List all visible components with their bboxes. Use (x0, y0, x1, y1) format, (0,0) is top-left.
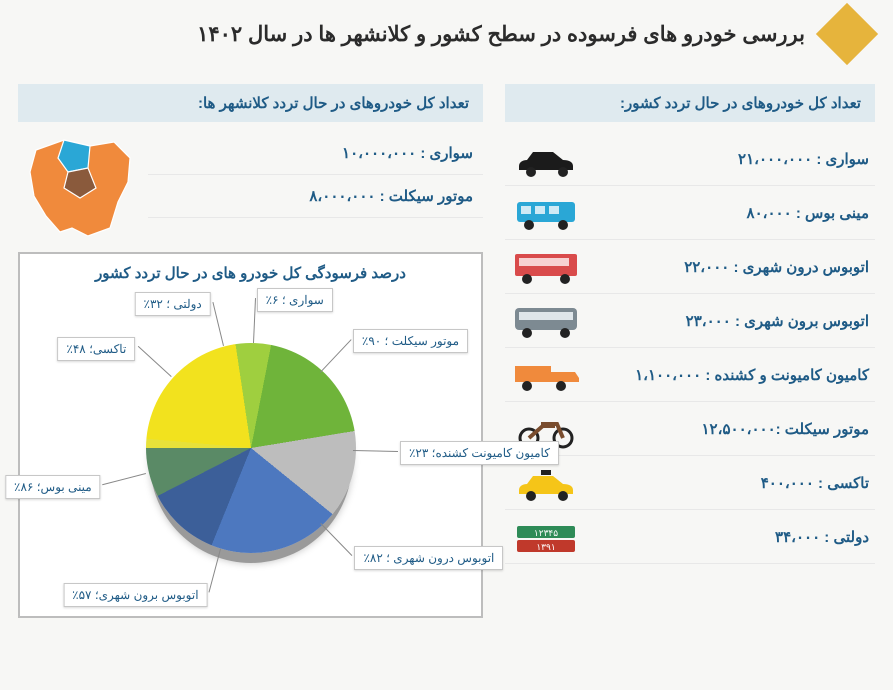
citybus-icon (511, 246, 581, 288)
title-diamond-icon (816, 3, 878, 65)
metro-column: تعداد کل خودروهای در حال تردد کلانشهر ها… (18, 84, 483, 618)
country-row: کامیون کامیونت و کشنده : ۱،۱۰۰،۰۰۰ (505, 348, 875, 402)
country-row-label: دولتی : ۳۴،۰۰۰ (593, 528, 869, 546)
svg-text:۱۳۹۱: ۱۳۹۱ (536, 542, 555, 552)
country-row-label: موتور سیکلت :۱۲،۵۰۰،۰۰۰ (593, 420, 869, 438)
pie-leader (213, 302, 225, 346)
metro-header: تعداد کل خودروهای در حال تردد کلانشهر ها… (18, 84, 483, 122)
coach-icon (511, 300, 581, 342)
page-title-bar: بررسی خودرو های فرسوده در سطح کشور و کلا… (18, 12, 875, 56)
pie-disc (146, 343, 356, 553)
country-row: دولتی : ۳۴،۰۰۰ ۱۲۳۴۵ ۱۳۹۱ (505, 510, 875, 564)
main-layout: تعداد کل خودروهای در حال تردد کشور: سوار… (18, 84, 875, 618)
metro-row: موتور سیکلت : ۸،۰۰۰،۰۰۰ (148, 175, 483, 218)
truck-icon (511, 354, 581, 396)
pie-leader (209, 549, 222, 593)
pie-leader (137, 346, 171, 377)
taxi-icon (511, 462, 581, 504)
page-title: بررسی خودرو های فرسوده در سطح کشور و کلا… (197, 22, 805, 47)
pie-leader (320, 339, 352, 372)
pie-leader (320, 523, 352, 556)
pie-chart: سواری ؛ ۶٪موتور سیکلت ؛ ۹۰٪کامیون کامیون… (28, 288, 473, 608)
svg-text:۱۲۳۴۵: ۱۲۳۴۵ (534, 528, 558, 538)
country-row: موتور سیکلت :۱۲،۵۰۰،۰۰۰ (505, 402, 875, 456)
metro-row: سواری : ۱۰،۰۰۰،۰۰۰ (148, 132, 483, 175)
pie-callout: موتور سیکلت ؛ ۹۰٪ (353, 329, 468, 353)
metro-list: سواری : ۱۰،۰۰۰،۰۰۰موتور سیکلت : ۸،۰۰۰،۰۰… (148, 132, 483, 218)
country-row: مینی بوس : ۸۰،۰۰۰ (505, 186, 875, 240)
minibus-icon (511, 192, 581, 234)
pie-callout: کامیون کامیونت کشنده؛ ۲۳٪ (400, 441, 559, 465)
country-row-label: اتوبوس برون شهری : ۲۳،۰۰۰ (593, 312, 869, 330)
pie-chart-panel: درصد فرسودگی کل خودرو های در حال تردد کش… (18, 252, 483, 618)
country-row-label: کامیون کامیونت و کشنده : ۱،۱۰۰،۰۰۰ (593, 366, 869, 384)
country-row: سواری : ۲۱،۰۰۰،۰۰۰ (505, 132, 875, 186)
govplate-icon: ۱۲۳۴۵ ۱۳۹۱ (511, 516, 581, 558)
country-row: تاکسی : ۴۰۰،۰۰۰ (505, 456, 875, 510)
pie-callout: اتوبوس درون شهری ؛ ۸۲٪ (354, 546, 503, 570)
pie-callout: اتوبوس برون شهری؛ ۵۷٪ (63, 583, 207, 607)
pie-leader (253, 298, 256, 343)
country-list: سواری : ۲۱،۰۰۰،۰۰۰ مینی بوس : ۸۰،۰۰۰ اتو… (505, 132, 875, 564)
country-column: تعداد کل خودروهای در حال تردد کشور: سوار… (505, 84, 875, 618)
country-row: اتوبوس درون شهری : ۲۲،۰۰۰ (505, 240, 875, 294)
country-row-label: اتوبوس درون شهری : ۲۲،۰۰۰ (593, 258, 869, 276)
car-icon (511, 138, 581, 180)
pie-callout: سواری ؛ ۶٪ (257, 288, 333, 312)
country-header: تعداد کل خودروهای در حال تردد کشور: (505, 84, 875, 122)
country-row-label: تاکسی : ۴۰۰،۰۰۰ (593, 474, 869, 492)
iran-map-icon (18, 132, 138, 242)
pie-chart-title: درصد فرسودگی کل خودرو های در حال تردد کش… (28, 264, 473, 282)
pie-leader (353, 450, 398, 452)
country-row-label: سواری : ۲۱،۰۰۰،۰۰۰ (593, 150, 869, 168)
country-row: اتوبوس برون شهری : ۲۳،۰۰۰ (505, 294, 875, 348)
metro-box: سواری : ۱۰،۰۰۰،۰۰۰موتور سیکلت : ۸،۰۰۰،۰۰… (18, 132, 483, 242)
pie-callout: تاکسی؛ ۴۸٪ (57, 337, 135, 361)
country-row-label: مینی بوس : ۸۰،۰۰۰ (593, 204, 869, 222)
pie-leader (102, 473, 146, 485)
pie-callout: مینی بوس؛ ۸۶٪ (5, 475, 101, 499)
pie-callout: دولتی ؛ ۳۲٪ (135, 292, 211, 316)
